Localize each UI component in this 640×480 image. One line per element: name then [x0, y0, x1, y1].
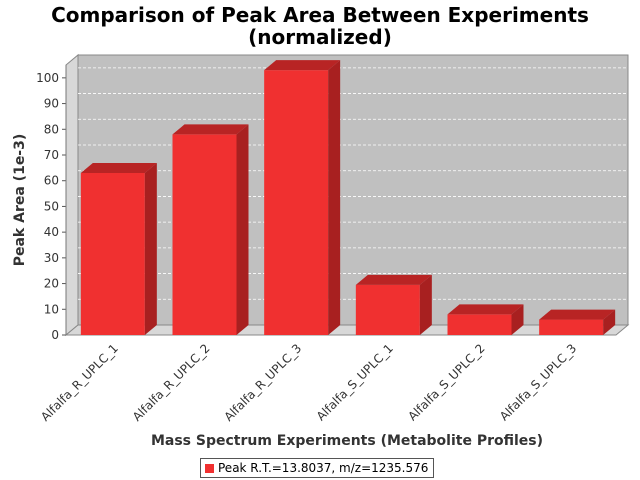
- bar: [172, 124, 249, 335]
- bar-side: [236, 124, 249, 335]
- chart-subtitle: (normalized): [248, 25, 392, 49]
- bar-top: [447, 304, 524, 315]
- y-tick-label: 50: [44, 199, 59, 213]
- bar-top: [264, 60, 341, 71]
- bar-side: [144, 163, 157, 335]
- y-tick-label: 70: [44, 148, 59, 162]
- x-tick-label: Alfalfa_S_UPLC_2: [405, 341, 487, 423]
- y-tick-label: 40: [44, 225, 59, 239]
- y-tick-label: 0: [51, 328, 59, 342]
- bar: [355, 274, 432, 335]
- bar: [80, 163, 157, 335]
- y-tick-label: 20: [44, 277, 59, 291]
- x-tick-label: Alfalfa_R_UPLC_2: [130, 341, 213, 424]
- legend-swatch: [205, 463, 214, 473]
- bar-front: [539, 319, 604, 335]
- gridlines: [78, 67, 628, 300]
- x-axis-label: Mass Spectrum Experiments (Metabolite Pr…: [151, 433, 543, 449]
- x-tick-label: Alfalfa_S_UPLC_3: [497, 341, 579, 423]
- bar-side: [603, 309, 616, 335]
- x-axis-ticks: Alfalfa_R_UPLC_1 Alfalfa_R_UPLC_2 Alfalfa_…: [38, 341, 579, 424]
- y-tick-label: 10: [44, 302, 59, 316]
- bar: [539, 309, 616, 335]
- y-tick-label: 80: [44, 122, 59, 136]
- bar-front: [264, 70, 329, 336]
- bar-side: [511, 304, 524, 335]
- plot-left-wall: [65, 53, 79, 337]
- bars: [80, 60, 616, 336]
- bar-top: [539, 309, 616, 320]
- bar-front: [355, 284, 420, 335]
- bar-front: [80, 173, 145, 335]
- x-tick-label: Alfalfa_S_UPLC_1: [314, 341, 396, 423]
- bar-side: [328, 60, 341, 336]
- bar-top: [172, 124, 249, 135]
- legend-label: Peak R.T.=13.8037, m/z=1235.576: [218, 461, 429, 475]
- y-tick-label: 100: [36, 71, 59, 85]
- bar-front: [447, 314, 512, 335]
- legend: Peak R.T.=13.8037, m/z=1235.576: [200, 458, 435, 478]
- y-tick-label: 30: [44, 251, 59, 265]
- bar: [447, 304, 524, 335]
- bar-top: [355, 274, 432, 285]
- bar: [264, 60, 341, 336]
- bar-front: [172, 134, 237, 335]
- y-tick-label: 90: [44, 97, 59, 111]
- x-tick-label: Alfalfa_R_UPLC_3: [221, 341, 304, 424]
- plot-back-wall: [77, 54, 629, 326]
- y-axis-ticks: 0 10 20 30 40 50 60 70 80 90 100: [36, 65, 67, 342]
- y-axis-label: Peak Area (1e-3): [12, 134, 28, 267]
- y-tick-label: 60: [44, 174, 59, 188]
- x-tick-label: Alfalfa_R_UPLC_1: [38, 341, 121, 424]
- bar-top: [80, 163, 157, 173]
- bar-side: [419, 274, 432, 335]
- chart-title: Comparison of Peak Area Between Experime…: [51, 3, 589, 27]
